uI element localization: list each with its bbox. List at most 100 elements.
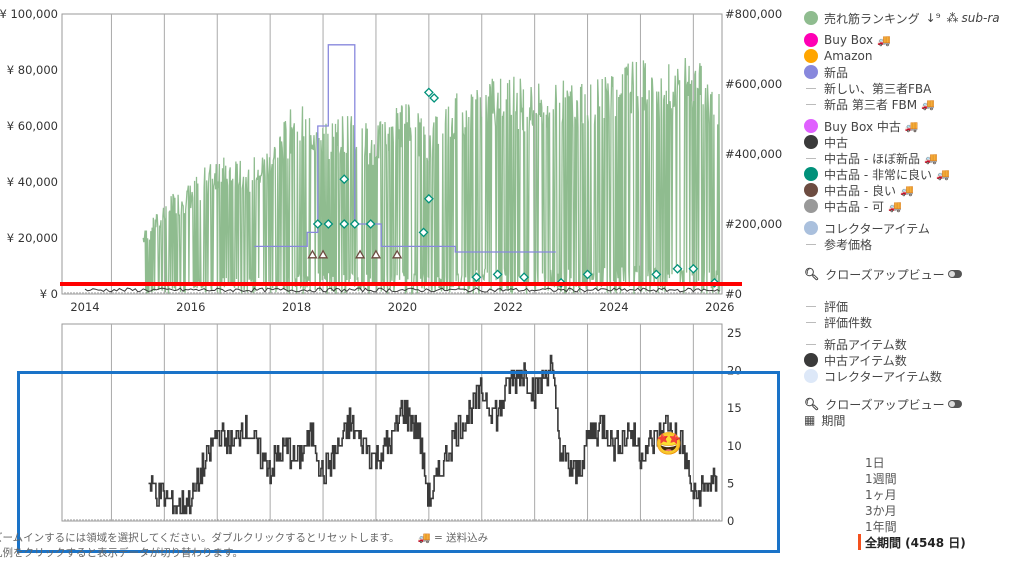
left-axis-label: ¥ 0: [40, 287, 58, 301]
truck-icon: 🚚: [877, 33, 891, 47]
zoom-hint-text: ズームインするには領域を選択してください。ダブルクリックするとリセットします。: [0, 532, 400, 544]
legend-new-count[interactable]: 新品アイテム数: [804, 336, 1000, 352]
used-very-good-marker: [418, 227, 429, 238]
used-price-line: [84, 287, 721, 293]
x-axis-label: 2014: [70, 300, 99, 314]
legend-label: 中古アイテム数: [824, 353, 907, 368]
legend-label: 新品: [824, 65, 849, 80]
used-very-good-marker: [339, 174, 350, 185]
period-1m[interactable]: 1ヶ月: [865, 488, 897, 502]
right-axis-label: #400,000: [725, 147, 782, 161]
x-axis-label: 2022: [494, 300, 523, 314]
closeup-toggle-2[interactable]: 🔍︎ クローズアップビュー: [804, 396, 1000, 412]
x-axis-label: 2026: [705, 300, 734, 314]
used-very-good-marker: [423, 193, 434, 204]
legend-buybox[interactable]: Buy Box 🚚: [804, 32, 1000, 48]
legend-label: コレクターアイテム: [824, 221, 930, 236]
toggle-switch[interactable]: [947, 400, 962, 408]
used-very-good-marker: [492, 269, 503, 280]
used-very-good-marker: [339, 219, 350, 229]
legend-buybox-used[interactable]: Buy Box 中古 🚚: [804, 118, 1000, 134]
period-1w[interactable]: 1週間: [865, 472, 897, 486]
used-very-good-marker: [349, 219, 360, 229]
legend-label: Amazon: [824, 49, 873, 63]
sort-icon[interactable]: ↓⁹: [925, 11, 941, 25]
used-very-good-marker: [471, 272, 482, 283]
legend-label: 新品アイテム数: [824, 337, 907, 352]
legend-used-count[interactable]: 中古アイテム数: [804, 352, 1000, 368]
legend-new[interactable]: 新品: [804, 64, 1000, 80]
legend-label: 中古品 - ほぼ新品: [824, 151, 920, 166]
truck-icon: 🚚: [417, 532, 431, 544]
count-axis-label: 25: [727, 326, 742, 340]
truck-icon: 🚚: [899, 183, 914, 197]
legend-hint: 凡例をクリックすると表示データが切り替わります。: [0, 547, 243, 559]
toggle-switch[interactable]: [947, 270, 962, 278]
annotation-red-line: [60, 282, 742, 286]
calendar-icon: ▦: [804, 413, 816, 427]
legend-used-acceptable[interactable]: 中古品 - 可 🚚: [804, 198, 1000, 214]
star-struck-emoji-icon: 🤩: [655, 432, 683, 457]
sub-rank-link[interactable]: sub-ra: [961, 11, 1000, 25]
closeup-toggle[interactable]: 🔍︎ クローズアップビュー: [804, 266, 1000, 282]
right-axis-label: #600,000: [725, 77, 782, 91]
used-very-good-marker: [519, 272, 529, 283]
period-1d[interactable]: 1日: [865, 456, 885, 470]
legend-label: 中古品 - 良い: [824, 183, 896, 198]
truck-icon: 🚚: [935, 167, 950, 181]
annotation-blue-box: [17, 371, 780, 553]
used-very-good-marker: [323, 219, 334, 229]
legend-used[interactable]: 中古: [804, 134, 1000, 150]
legend-used-good[interactable]: 中古品 - 良い 🚚: [804, 182, 1000, 198]
zoom-hint: ズームインするには領域を選択してください。ダブルクリックするとリセットします。 🚚…: [0, 530, 488, 545]
legend-collectible-count[interactable]: コレクターアイテム数: [804, 368, 1000, 384]
legend-label: 中古品 - 可: [824, 199, 884, 214]
truck-icon: 🚚: [921, 97, 935, 111]
used-good-marker: [354, 249, 366, 259]
truck-icon: 🚚: [887, 199, 902, 213]
period-1y[interactable]: 1年間: [865, 520, 897, 534]
legend-collectible[interactable]: コレクターアイテム: [804, 220, 1000, 236]
legend-label: 参考価格: [824, 237, 873, 252]
left-axis-label: ¥ 40,000: [7, 175, 58, 189]
period-label: ▦ 期間: [804, 412, 1000, 428]
legend-rank[interactable]: 売れ筋ランキング ↓⁹ ⁂ sub-ra: [804, 10, 1000, 26]
legend-list-price[interactable]: 参考価格: [804, 236, 1000, 252]
used-very-good-marker: [365, 219, 376, 229]
count-axis-label: 10: [727, 439, 742, 453]
legend-new-fba[interactable]: 新しい、第三者FBA: [804, 80, 1000, 96]
legend-rating[interactable]: 評価: [804, 298, 1000, 314]
used-good-marker: [370, 249, 382, 259]
used-very-good-marker: [651, 269, 662, 280]
used-count-line: [148, 354, 718, 515]
count-axis-label: 15: [727, 401, 742, 415]
legend-rating-count[interactable]: 評価件数: [804, 314, 1000, 330]
legend-new-fbm[interactable]: 新品 第三者 FBM 🚚: [804, 96, 1000, 112]
legend-label: Buy Box 中古: [824, 119, 901, 134]
legend-label: 売れ筋ランキング: [824, 11, 920, 26]
legend-label: 中古品 - 非常に良い: [824, 167, 932, 182]
legend-label: 中古: [824, 135, 849, 150]
left-axis-label: ¥ 80,000: [7, 63, 58, 77]
hierarchy-icon[interactable]: ⁂: [946, 11, 959, 25]
legend-label: 評価件数: [824, 315, 873, 330]
closeup-label: クローズアップビュー: [825, 397, 945, 412]
legend-label: 評価: [824, 299, 849, 314]
search-icon: 🔍︎: [804, 267, 820, 281]
used-very-good-marker: [582, 269, 593, 280]
closeup-label: クローズアップビュー: [825, 267, 945, 282]
legend-used-like-new[interactable]: 中古品 - ほぼ新品 🚚: [804, 150, 1000, 166]
used-very-good-marker: [429, 93, 440, 103]
legend-amazon[interactable]: Amazon: [804, 48, 1000, 64]
legend-label: 新しい、第三者FBA: [824, 81, 932, 96]
x-axis-label: 2024: [599, 300, 628, 314]
price-legend: 売れ筋ランキング ↓⁹ ⁂ sub-ra Buy Box 🚚 Amazon 新品 新しい…: [804, 10, 1000, 428]
used-very-good-marker: [688, 263, 699, 274]
count-axis-label: 20: [727, 364, 742, 378]
legend-used-very-good[interactable]: 中古品 - 非常に良い 🚚: [804, 166, 1000, 182]
left-axis-label: ¥ 100,000: [0, 7, 58, 21]
used-very-good-marker: [672, 263, 683, 274]
period-3m[interactable]: 3か月: [865, 504, 897, 518]
period-all[interactable]: 全期間 (4548 日): [858, 534, 966, 550]
